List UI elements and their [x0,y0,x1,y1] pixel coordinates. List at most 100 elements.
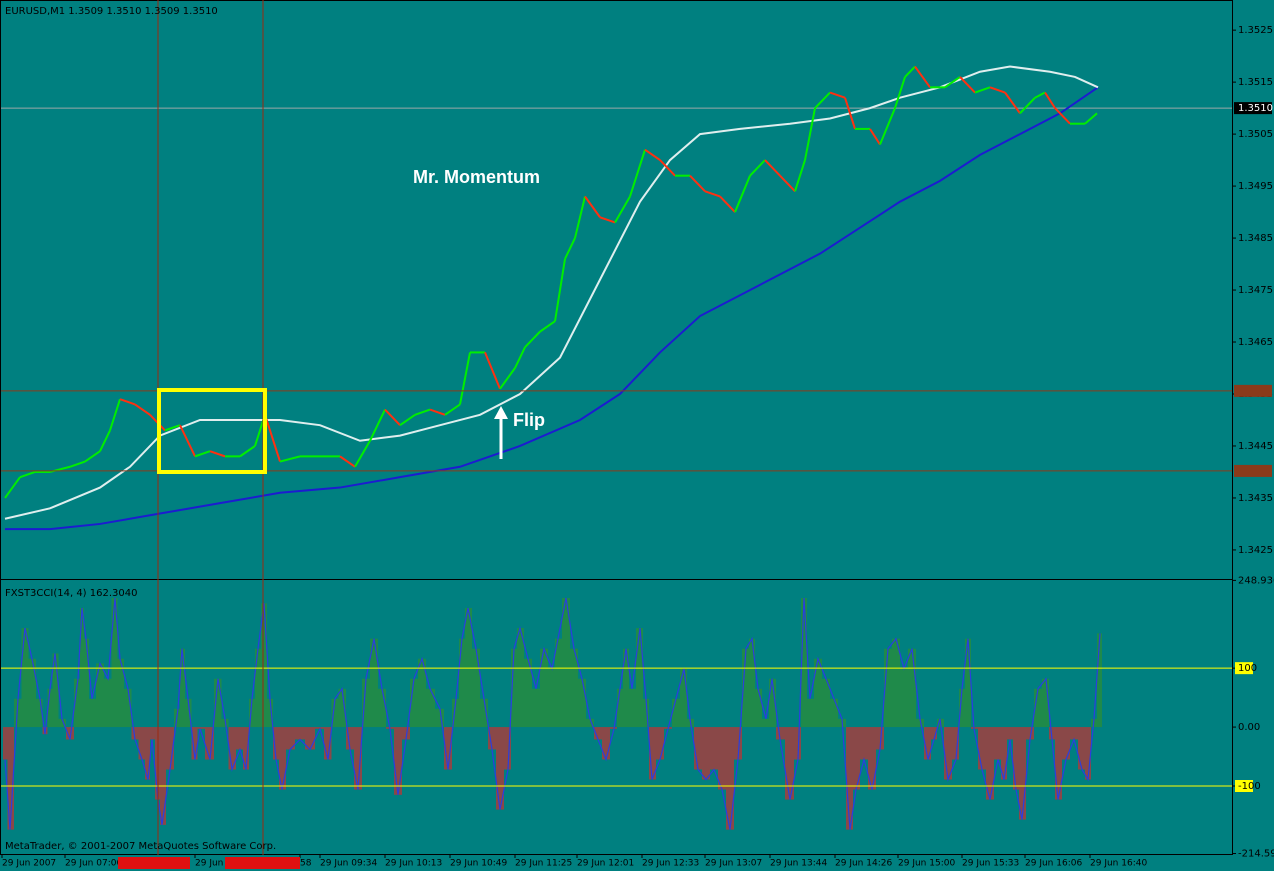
x-tick-label: 29 Jun 11:25 [515,859,572,869]
plot-frame [0,0,1233,855]
histogram-bar [138,727,145,760]
histogram-bar [860,727,868,760]
histogram-bar [649,727,656,780]
level-price-box [1234,384,1272,397]
histogram-bar [892,638,900,728]
histogram-bar [444,727,452,770]
histogram-bar [370,638,378,728]
histogram-bar [986,727,994,800]
histogram-bar [331,698,339,728]
cci-panel: 248.9360 100 0.00 -100 -214.5940 [1,575,1274,860]
x-tick-label: 29 Jun 07:06 [65,859,122,869]
momentum-segment [514,346,526,369]
momentum-segment [429,408,446,416]
momentum-segment [719,195,736,213]
histogram-bar [952,727,959,760]
histogram-bar [830,698,838,728]
momentum-segment [734,175,751,213]
momentum-segment [829,91,846,99]
histogram-bar [1049,727,1055,740]
x-tick-label: 29 Jun 13:07 [705,859,762,869]
histogram-bar [249,698,255,728]
histogram-bar [1026,727,1034,740]
last-price-label: 1.3510 [1238,103,1273,114]
histogram-bar [488,727,496,750]
momentum-segment [644,148,661,161]
x-tick-label: 29 Jun 10:13 [385,859,442,869]
histogram-bar [66,727,74,740]
momentum-segment [1034,91,1046,99]
histogram-bar [807,698,814,728]
histogram-bar [555,638,562,728]
momentum-segment [764,159,781,177]
x-tick-label: 29 Jun [195,859,223,869]
histogram-bar [267,698,273,728]
momentum-segment [584,195,601,218]
last-price-box [1234,102,1272,115]
price-panel: 1.3510 1.3525 1.3515 1.3505 1.3495 1.3485 1.34… [1,25,1273,556]
histogram-bar [378,688,386,728]
level-label-bg [1235,779,1253,792]
histogram-bar [279,727,286,790]
x-tick-label: 29 Jun 12:33 [642,859,699,869]
indicator-title: FXST3CCI(14, 4) 162.3040 [5,588,137,599]
histogram-bar [846,727,853,830]
x-tick-label: 29 Jun 16:06 [1025,859,1082,869]
highlight-box [157,388,267,474]
histogram-bar [160,727,166,825]
histogram-bar [465,608,472,728]
momentum-segment [109,398,121,431]
histogram-bar [900,668,908,728]
histogram-bar [726,727,734,830]
momentum-segment [894,76,906,109]
momentum-segment [779,174,796,192]
histogram-bar [261,603,267,728]
y-tick-label: 1.3475 [1238,285,1273,296]
histogram-bar [749,638,755,728]
momentum-segment [704,190,721,198]
histogram-bar [586,718,594,728]
momentum-segment [814,91,831,109]
histogram-bar [762,718,769,728]
histogram-bar [785,727,794,800]
histogram-bar [21,628,29,728]
histogram-bar [111,598,118,728]
histogram-bar [769,678,776,728]
moving-average-line [4,65,1099,520]
histogram-bar [814,658,822,728]
histogram-bar [916,718,924,728]
histogram-bar [702,727,710,780]
level-label-bg [1235,662,1253,675]
histogram-bar [295,727,305,740]
histogram-bar [570,648,578,728]
histogram-bar [273,727,279,760]
histogram-bar [656,727,664,760]
histogram-bar [362,678,370,728]
histogram-bar [868,727,876,790]
histogram-bar [496,727,504,810]
momentum-segment [554,258,566,322]
histogram-bar [84,638,89,728]
histogram-bar [742,648,749,728]
histogram-bar [205,727,214,760]
momentum-segment [84,450,101,463]
momentum-segment [69,460,86,468]
histogram-bar [1085,727,1091,780]
momentum-segment [1019,97,1036,115]
histogram-bar [978,727,986,770]
histogram-bar [214,678,222,728]
momentum-segment [879,107,896,145]
histogram-bar [755,688,762,728]
histogram-bar [124,688,132,728]
histogram-bar [324,727,332,760]
momentum-segment [904,65,916,78]
momentum-segment [339,455,356,468]
x-tick-label: 58 [300,859,312,869]
histogram-bar [315,727,324,729]
x-tick-label: 29 Jun 14:26 [835,859,892,869]
histogram-bar [459,638,465,728]
histogram-bar [47,688,53,728]
histogram-bar [602,727,610,760]
histogram-bar [402,727,410,740]
